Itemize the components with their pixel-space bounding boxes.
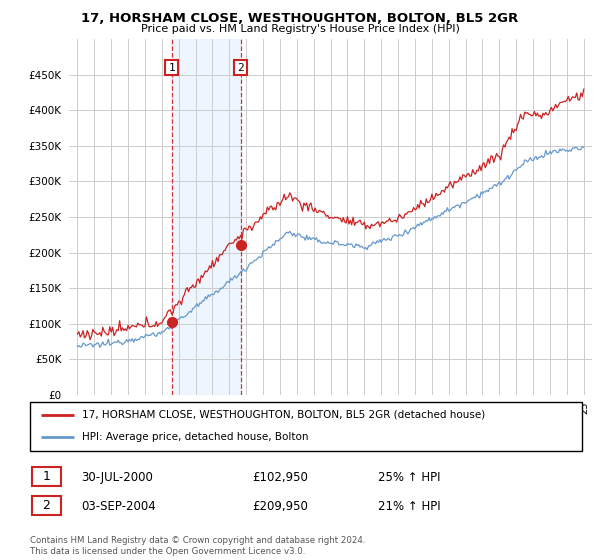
Text: Contains HM Land Registry data © Crown copyright and database right 2024.
This d: Contains HM Land Registry data © Crown c… [30, 536, 365, 556]
Text: £209,950: £209,950 [252, 500, 308, 513]
Text: 1: 1 [43, 470, 50, 483]
Text: £102,950: £102,950 [252, 470, 308, 484]
Text: 2: 2 [237, 63, 244, 73]
Text: 21% ↑ HPI: 21% ↑ HPI [378, 500, 440, 513]
Bar [172, 39, 241, 395]
FancyBboxPatch shape [32, 496, 61, 515]
Text: 17, HORSHAM CLOSE, WESTHOUGHTON, BOLTON, BL5 2GR: 17, HORSHAM CLOSE, WESTHOUGHTON, BOLTON,… [82, 12, 518, 25]
Text: Price paid vs. HM Land Registry's House Price Index (HPI): Price paid vs. HM Land Registry's House … [140, 24, 460, 34]
Text: 1: 1 [168, 63, 175, 73]
Text: 03-SEP-2004: 03-SEP-2004 [81, 500, 156, 513]
Text: 2: 2 [43, 499, 50, 512]
FancyBboxPatch shape [30, 402, 582, 451]
Text: 17, HORSHAM CLOSE, WESTHOUGHTON, BOLTON, BL5 2GR (detached house): 17, HORSHAM CLOSE, WESTHOUGHTON, BOLTON,… [82, 410, 485, 420]
Text: 25% ↑ HPI: 25% ↑ HPI [378, 470, 440, 484]
FancyBboxPatch shape [32, 467, 61, 486]
Text: HPI: Average price, detached house, Bolton: HPI: Average price, detached house, Bolt… [82, 432, 309, 442]
Text: 30-JUL-2000: 30-JUL-2000 [81, 470, 153, 484]
